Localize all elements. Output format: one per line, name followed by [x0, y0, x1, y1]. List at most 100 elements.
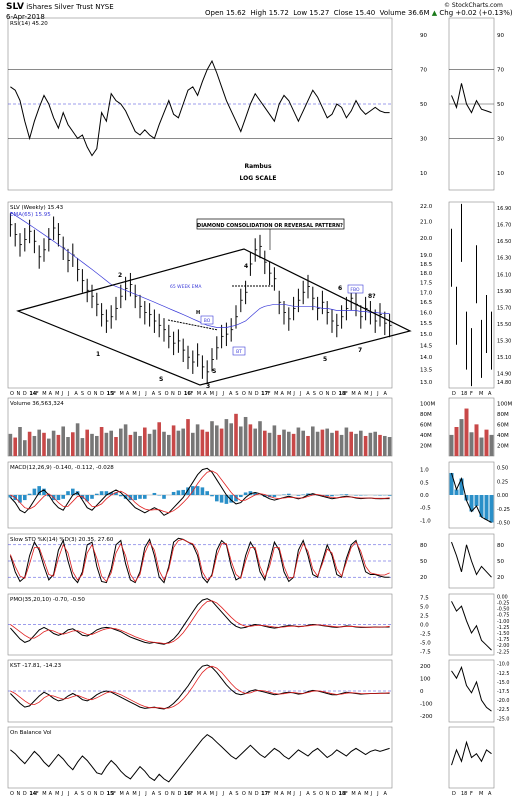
bottom-x-axis-label: J	[215, 791, 217, 797]
open-value: 15.62	[225, 9, 246, 17]
kst-inset-y-tick: -17.5	[497, 689, 509, 695]
price-y-tick: 22.0	[420, 204, 433, 210]
macd-inset-histogram-bar	[489, 495, 494, 523]
bottom-x-axis-label: S	[158, 791, 161, 797]
bottom-inset-x-axis-label: 18	[461, 791, 467, 797]
price-x-axis-label: N	[171, 391, 175, 397]
fbo-box	[347, 284, 364, 294]
volume-y-tick: 20M	[420, 443, 432, 449]
price-x-axis-label: F	[268, 391, 271, 397]
volume-bar	[66, 437, 70, 456]
price-inset-x-axis-label: 18	[461, 391, 467, 397]
close-value: 15.40	[355, 9, 376, 17]
macd-histogram-bar	[66, 491, 70, 495]
macd-histogram-bar	[330, 495, 334, 497]
volume-bar	[157, 422, 161, 456]
volume-bar	[296, 427, 301, 456]
bottom-x-axis-label: D	[100, 791, 104, 797]
price-y-tick: 18.5	[420, 262, 433, 268]
macd-histogram-bar	[287, 493, 291, 495]
volume-bar	[138, 435, 142, 456]
volume-bar	[205, 431, 209, 456]
kst-inset-y-tick: -15.0	[497, 680, 509, 686]
macd-inset-histogram-bar	[459, 478, 464, 495]
price-x-axis-label: O	[242, 391, 246, 397]
price-x-axis-label: M	[197, 391, 201, 397]
price-panel-frame	[7, 201, 393, 389]
rsi-line	[10, 59, 390, 157]
wave-point-label: S	[212, 368, 216, 375]
volume-label: Volume	[379, 9, 406, 17]
macd-histogram-bar	[339, 494, 344, 495]
macd-histogram-bar	[200, 487, 205, 495]
sto-y-tick: 50	[420, 559, 427, 565]
macd-histogram-bar	[56, 495, 61, 501]
price-x-axis-label: F	[36, 391, 39, 397]
high-label: High	[250, 9, 267, 17]
volume-inset-y-tick: 20M	[497, 443, 509, 449]
rsi-inset-y-tick: 10	[497, 171, 504, 177]
volume-bar	[71, 432, 75, 456]
security-name: iShares Silver Trust	[26, 3, 94, 11]
volume-bar	[47, 438, 51, 456]
price-x-axis-label: D	[332, 391, 336, 397]
kst-inset-y-tick: -25.0	[497, 716, 509, 722]
volume-bar	[8, 433, 13, 456]
volume-bar	[219, 428, 224, 456]
price-x-axis-label: A	[281, 391, 285, 397]
pmo-y-tick: 7.5	[420, 596, 429, 602]
macd-histogram-bar	[157, 495, 161, 496]
wave-point-label: 2	[118, 272, 122, 279]
volume-bar	[354, 433, 358, 456]
price-x-axis-label: J	[370, 391, 372, 397]
bottom-x-axis-label: 18	[338, 791, 345, 797]
bottom-x-axis-label: O	[165, 791, 169, 797]
volume-bar	[335, 430, 339, 456]
neckline-dashed	[167, 319, 219, 331]
price-x-axis-label: N	[248, 391, 252, 397]
macd-histogram-bar	[61, 495, 65, 499]
volume-bar	[291, 433, 296, 456]
bottom-inset-x-axis-label: M	[479, 791, 483, 797]
price-x-axis-label: J	[138, 391, 140, 397]
macd-inset-histogram-bar	[454, 489, 459, 495]
price-inset-y-tick: 16.50	[497, 239, 511, 245]
volume-bar	[368, 432, 373, 456]
macd-inset-histogram-bar	[449, 473, 454, 495]
wave-point-label: 7	[358, 347, 362, 354]
price-x-axis-label: D	[255, 391, 259, 397]
volume-bar	[147, 433, 152, 456]
macd-inset-y-tick: 0.50	[497, 466, 508, 472]
macd-inset-y-tick: 0.00	[497, 493, 508, 499]
bottom-x-axis-label: S	[235, 791, 238, 797]
bottom-x-axis-label: O	[10, 791, 14, 797]
obv-panel-frame	[7, 726, 393, 789]
sto-panel-inset-frame	[448, 533, 495, 589]
kst-inset-line	[451, 665, 492, 712]
price-x-axis-label: A	[74, 391, 78, 397]
bottom-inset-x-axis-label: A	[488, 791, 492, 797]
volume-bar	[109, 430, 113, 456]
wave-point-label: 4	[244, 263, 248, 270]
volume-y-tick: 40M	[420, 433, 432, 439]
volume-bar	[363, 435, 368, 456]
price-x-axis-label: J	[376, 391, 378, 397]
fbo-label: FBO	[350, 287, 360, 293]
price-x-axis-label: S	[81, 391, 84, 397]
volume-bar	[387, 437, 392, 456]
bottom-x-axis-label: A	[281, 791, 285, 797]
macd-histogram-bar	[71, 488, 75, 495]
macd-histogram-bar	[234, 495, 238, 502]
volume-bar	[99, 427, 104, 456]
macd-y-tick: 1.0	[420, 468, 429, 474]
kst-inset-y-tick: -12.5	[497, 671, 509, 677]
price-inset-y-tick: 14.80	[497, 380, 511, 386]
high-value: 15.72	[268, 9, 289, 17]
rsi-y-tick: 10	[420, 171, 427, 177]
volume-bar	[85, 429, 89, 456]
volume-bar	[104, 432, 109, 456]
bottom-x-axis-label: A	[384, 791, 388, 797]
bottom-x-axis-label: D	[255, 791, 259, 797]
kst-legend: KST -17.81, -14.23	[10, 663, 62, 669]
